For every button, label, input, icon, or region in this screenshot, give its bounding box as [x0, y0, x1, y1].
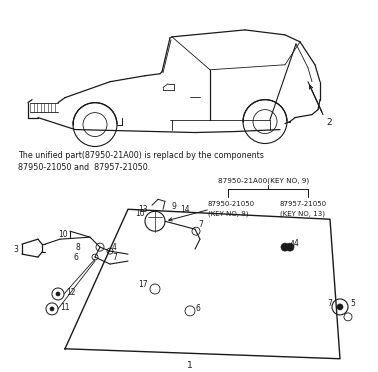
Text: 9: 9: [172, 202, 177, 211]
Text: 7: 7: [327, 299, 332, 308]
Text: 12: 12: [66, 288, 76, 298]
Text: 1: 1: [187, 361, 193, 370]
Text: 13: 13: [138, 205, 148, 214]
Text: 11: 11: [60, 304, 70, 312]
Text: (KEY NO, 13): (KEY NO, 13): [280, 210, 325, 217]
Text: 6: 6: [73, 253, 78, 262]
Text: 3: 3: [13, 245, 18, 254]
Text: 2: 2: [326, 118, 332, 126]
Text: 10: 10: [135, 209, 145, 218]
Text: The unified part(87950-21A00) is replacd by the components: The unified part(87950-21A00) is replacd…: [18, 151, 264, 160]
Text: 5: 5: [350, 299, 355, 308]
Text: 87950-21A00(KEY NO, 9): 87950-21A00(KEY NO, 9): [218, 177, 309, 184]
Text: 87950-21050 and  87957-21050.: 87950-21050 and 87957-21050.: [18, 163, 150, 173]
Text: 4: 4: [290, 240, 295, 248]
Circle shape: [337, 304, 343, 310]
Text: 4: 4: [294, 239, 299, 248]
Text: 6: 6: [196, 304, 201, 314]
Circle shape: [50, 307, 54, 311]
Text: 4: 4: [112, 243, 117, 251]
Text: 10: 10: [58, 230, 68, 239]
Text: 14: 14: [180, 205, 190, 214]
Circle shape: [286, 243, 294, 251]
Text: 17: 17: [138, 279, 148, 289]
Circle shape: [56, 292, 60, 296]
Text: 7: 7: [112, 253, 117, 262]
Text: 87950-21050: 87950-21050: [208, 201, 255, 207]
Text: 8: 8: [75, 243, 80, 251]
Text: (KEY NO, 9): (KEY NO, 9): [208, 210, 248, 217]
Circle shape: [281, 243, 289, 251]
Text: 87957-21050: 87957-21050: [280, 201, 327, 207]
Text: 7: 7: [198, 220, 203, 229]
